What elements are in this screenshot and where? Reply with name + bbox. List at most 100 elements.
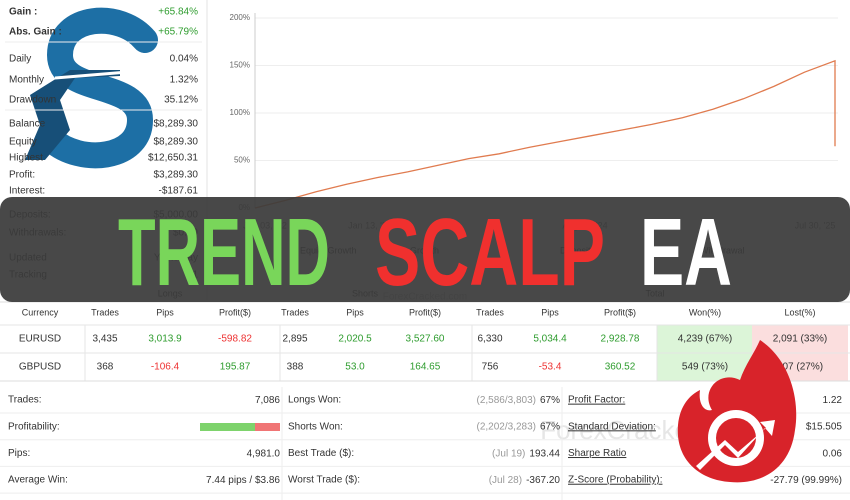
stat-label: Gain : [9, 7, 37, 18]
table-cell: 388 [287, 362, 304, 373]
summary-label: Pips: [8, 448, 30, 459]
summary-label: Longs Won: [288, 395, 341, 406]
growth-line [254, 59, 836, 209]
summary-figure: 7.44 pips / $3.86 [206, 475, 280, 486]
won-cell [657, 325, 752, 353]
stat-value: 0.04% [170, 54, 198, 65]
stat-label: Profit: [9, 170, 35, 181]
summary-label: Trades: [8, 395, 42, 406]
summary-value: 7,086 [255, 395, 280, 406]
stat-label: Equity [9, 137, 37, 148]
table-cell: 6,330 [477, 334, 502, 345]
stat-value: +65.79% [158, 27, 198, 38]
table-cell: 360.52 [605, 362, 636, 373]
table-cell: -53.4 [539, 362, 562, 373]
banner-word: TREND [118, 199, 330, 306]
column-header: Pips [541, 307, 559, 317]
stat-value: $12,650.31 [148, 153, 198, 164]
stat-value: 35.12% [164, 95, 198, 106]
summary-note: (2,586/3,803) [476, 395, 536, 406]
summary-figure: 4,981.0 [247, 448, 281, 459]
summary-label: Average Win: [8, 475, 68, 486]
stat-value: $8,289.30 [154, 137, 199, 148]
summary-label: Sharpe Ratio [568, 448, 627, 459]
column-header: Currency [22, 307, 59, 317]
summary-label: Standard Deviation: [568, 421, 656, 432]
table-cell: 2,091 (33%) [773, 334, 827, 345]
stat-label: Abs. Gain : [9, 27, 62, 38]
summary-stats: Trades: 7,086 Longs Won: (2,586/3,803) 67% Pr… [0, 387, 850, 500]
column-header: Pips [346, 307, 364, 317]
table-cell: 164.65 [410, 362, 441, 373]
y-tick-label: 200% [230, 13, 250, 22]
table-cell: 53.0 [345, 362, 365, 373]
table-cell: 3,435 [92, 334, 117, 345]
summary-value: (2,586/3,803) 67% [476, 395, 560, 406]
summary-value: $15.505 [806, 421, 843, 432]
table-cell: 5,034.4 [533, 334, 567, 345]
summary-value: (2,202/3,283) 67% [476, 421, 560, 432]
summary-label: Profitability: [8, 421, 60, 432]
table-cell: 368 [97, 362, 114, 373]
table-cell: 3,527.60 [406, 334, 445, 345]
summary-figure: -367.20 [526, 475, 560, 486]
summary-label: Worst Trade ($): [288, 475, 360, 486]
summary-label: Profit Factor: [568, 395, 625, 406]
stat-value: 1.32% [170, 75, 198, 86]
table-cell: 549 (73%) [682, 362, 728, 373]
column-header: Won(%) [689, 307, 721, 317]
summary-figure: 67% [540, 421, 560, 432]
won-cell [657, 353, 752, 381]
table-cell: 2,895 [282, 334, 307, 345]
summary-note: (Jul 28) [489, 475, 522, 486]
table-cell: 3,013.9 [148, 334, 182, 345]
stat-value: $8,289.30 [154, 119, 199, 130]
stat-value: +65.84% [158, 7, 198, 18]
banner: TREND SCALP EA [0, 197, 850, 306]
table-cell: 2,928.78 [601, 334, 640, 345]
summary-value: (Jul 19) 193.44 [492, 448, 560, 459]
table-cell: 4,239 (67%) [678, 334, 732, 345]
summary-figure: 7,086 [255, 395, 280, 406]
stat-label: Interest: [9, 186, 45, 197]
summary-label: Z-Score (Probability): [568, 475, 662, 486]
table-cell: -106.4 [151, 362, 180, 373]
summary-note: (2,202/3,283) [476, 421, 536, 432]
stat-label: Drawdown [9, 95, 56, 106]
summary-value: -27.79 (99.99%) [770, 475, 842, 486]
y-tick-label: 100% [230, 108, 250, 117]
summary-figure: 193.44 [529, 448, 560, 459]
table-cell: 195.87 [220, 362, 251, 373]
stat-label: Monthly [9, 75, 44, 86]
summary-value: 0.06 [823, 448, 843, 459]
banner-word: SCALP [375, 199, 605, 306]
profit-bar-lost [255, 423, 280, 431]
table-cell: EURUSD [19, 334, 61, 345]
table-cell: -598.82 [218, 334, 252, 345]
table-cell: 756 [482, 362, 499, 373]
summary-figure: 0.06 [823, 448, 843, 459]
logo-flame [677, 340, 797, 483]
summary-value: 4,981.0 [247, 448, 281, 459]
table-cell: GBPUSD [19, 362, 61, 373]
column-header: Profit($) [219, 307, 251, 317]
table-cell: 2,020.5 [338, 334, 372, 345]
stat-label: Daily [9, 54, 31, 65]
logo-s [25, 7, 158, 169]
summary-note: (Jul 19) [492, 448, 525, 459]
column-header: Trades [281, 307, 309, 317]
summary-figure: 1.22 [823, 395, 843, 406]
column-header: Profit($) [604, 307, 636, 317]
summary-figure: -27.79 (99.99%) [770, 475, 842, 486]
y-tick-label: 150% [230, 61, 250, 70]
summary-figure: 67% [540, 395, 560, 406]
profit-bar-won [200, 423, 255, 431]
column-header: Pips [156, 307, 174, 317]
summary-label: Shorts Won: [288, 421, 343, 432]
summary-value: (Jul 28) -367.20 [489, 475, 561, 486]
summary-value: 7.44 pips / $3.86 [206, 475, 280, 486]
summary-label: Best Trade ($): [288, 448, 354, 459]
column-header: Lost(%) [784, 307, 815, 317]
column-header: Trades [476, 307, 504, 317]
column-header: Profit($) [409, 307, 441, 317]
